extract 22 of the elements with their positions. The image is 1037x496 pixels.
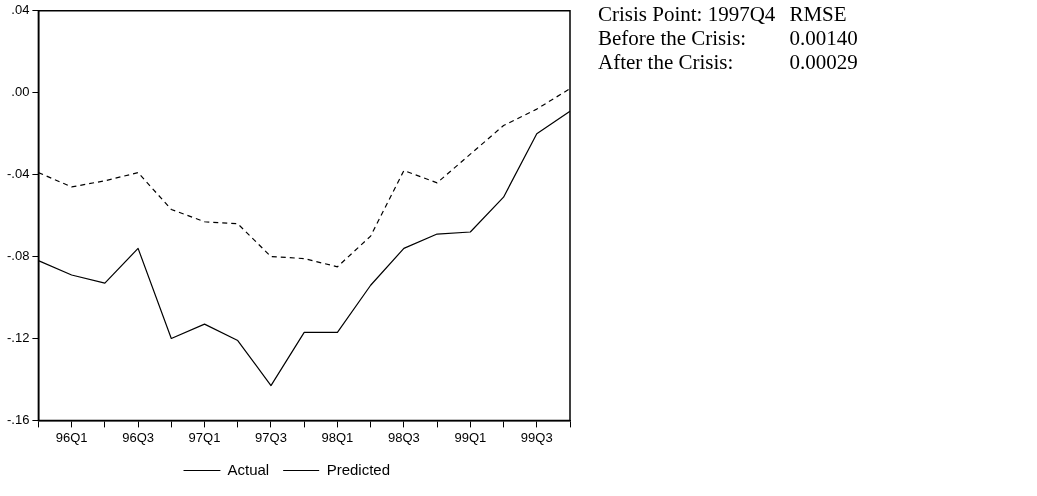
y-tick-label: -.08 <box>6 248 30 264</box>
x-tick-label: 98Q3 <box>387 429 420 445</box>
y-tick-label: -.12 <box>6 330 30 346</box>
legend-label: Predicted <box>326 460 391 478</box>
x-tick-label: 97Q1 <box>188 429 221 445</box>
text: Crisis Point: 1997Q4 <box>598 2 776 26</box>
text: Before the Crisis: <box>598 26 748 50</box>
y-tick-label: .00 <box>11 84 30 100</box>
legend-label: Actual <box>227 460 270 478</box>
text: 0.00140 <box>789 26 858 50</box>
text: RMSE <box>789 2 848 26</box>
x-tick-label: 99Q1 <box>454 429 487 445</box>
y-tick-label: .04 <box>11 2 30 18</box>
x-tick-label: 96Q1 <box>55 429 88 445</box>
text: 0.00029 <box>789 50 858 74</box>
text: After the Crisis: <box>598 50 735 74</box>
x-tick-label: 98Q1 <box>321 429 354 445</box>
x-tick-label: 99Q3 <box>520 429 553 445</box>
y-tick-label: -.04 <box>6 166 30 182</box>
y-tick-label: -.16 <box>6 411 30 427</box>
x-tick-label: 97Q3 <box>255 429 287 445</box>
x-tick-label: 96Q3 <box>122 429 154 445</box>
